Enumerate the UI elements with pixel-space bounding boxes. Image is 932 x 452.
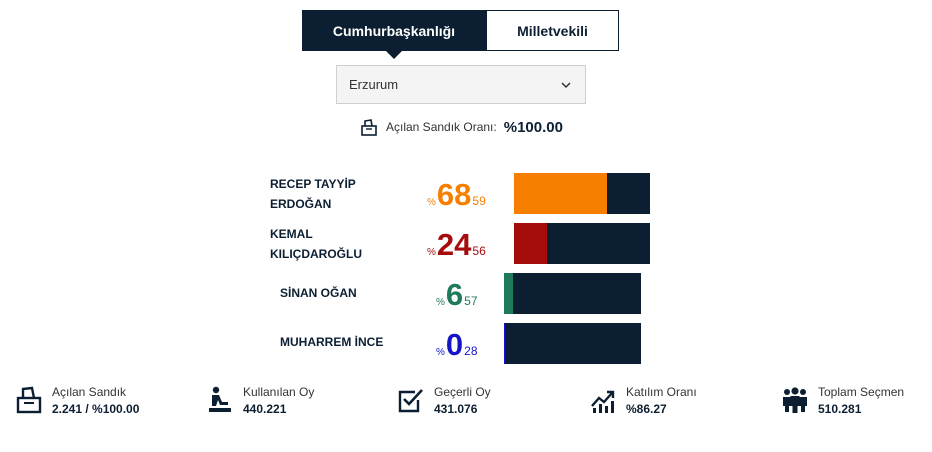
percent-symbol: % bbox=[427, 197, 436, 208]
percent-decimal: 28 bbox=[464, 344, 478, 358]
stat-katilim-orani: Katılım Oranı %86.27 bbox=[590, 384, 697, 418]
percent-symbol: % bbox=[436, 297, 445, 308]
stat-value: %86.27 bbox=[626, 402, 667, 416]
candidate-percentage: % 0 28 bbox=[436, 329, 478, 360]
percent-decimal: 56 bbox=[472, 244, 486, 258]
candidate-name: KEMAL KILIÇDAROĞLU bbox=[270, 227, 362, 261]
ballot-box-icon bbox=[16, 386, 42, 414]
candidate-name: SİNAN OĞAN bbox=[280, 286, 357, 300]
stat-label: Geçerli Oy bbox=[434, 385, 491, 399]
stat-kullanilan-oy: Kullanılan Oy 440.221 bbox=[207, 384, 314, 418]
chevron-down-icon bbox=[561, 81, 571, 88]
percent-integer: 24 bbox=[436, 227, 472, 262]
percent-symbol: % bbox=[427, 247, 436, 258]
stat-toplam-secmen: Toplam Seçmen 510.281 bbox=[782, 384, 904, 418]
stat-label: Kullanılan Oy bbox=[243, 385, 315, 399]
candidate-row: RECEP TAYYİP ERDOĞAN % 68 59 bbox=[270, 173, 650, 215]
percent-symbol: % bbox=[436, 347, 445, 358]
opened-ballot-ratio-value: %100.00 bbox=[503, 118, 563, 136]
election-type-tabs: Cumhurbaşkanlığı Milletvekili bbox=[302, 10, 619, 59]
tab-milletvekili[interactable]: Milletvekili bbox=[486, 10, 619, 51]
candidate-row: SİNAN OĞAN % 6 57 bbox=[280, 273, 641, 315]
chart-trend-icon bbox=[591, 390, 615, 413]
candidate-name: RECEP TAYYİP ERDOĞAN bbox=[270, 177, 356, 211]
stats-bar: Açılan Sandık 2.241 / %100.00 Kullanılan… bbox=[0, 384, 932, 434]
vote-share-bar bbox=[504, 273, 641, 314]
opened-ballot-ratio: Açılan Sandık Oranı: %100.00 bbox=[360, 118, 563, 136]
candidate-row: KEMAL KILIÇDAROĞLU % 24 56 bbox=[270, 223, 650, 265]
vote-share-fill bbox=[514, 223, 548, 264]
vote-share-fill bbox=[514, 173, 608, 214]
stat-value: 440.221 bbox=[243, 402, 287, 416]
vote-share-bar bbox=[504, 323, 641, 364]
tab-cumhurbaskanligi[interactable]: Cumhurbaşkanlığı bbox=[302, 10, 486, 59]
voting-person-icon bbox=[209, 386, 231, 412]
stat-label: Katılım Oranı bbox=[626, 385, 697, 399]
candidate-percentage: % 6 57 bbox=[436, 279, 478, 310]
stat-label: Toplam Seçmen bbox=[818, 385, 905, 399]
stat-label: Açılan Sandık bbox=[52, 385, 127, 399]
vote-share-bar bbox=[514, 223, 650, 264]
vote-share-fill bbox=[504, 323, 506, 364]
stat-acilan-sandik: Açılan Sandık 2.241 / %100.00 bbox=[16, 384, 139, 418]
candidate-percentage: % 68 59 bbox=[427, 179, 486, 210]
stat-value: 431.076 bbox=[434, 402, 478, 416]
candidate-name: MUHARREM İNCE bbox=[280, 335, 384, 349]
stat-value: 2.241 / %100.00 bbox=[52, 402, 140, 416]
candidate-row: MUHARREM İNCE % 0 28 bbox=[280, 323, 641, 365]
percent-integer: 6 bbox=[445, 277, 464, 312]
stat-value: 510.281 bbox=[818, 402, 862, 416]
people-group-icon bbox=[783, 387, 807, 413]
stat-gecerli-oy: Geçerli Oy 431.076 bbox=[398, 384, 491, 418]
percent-decimal: 59 bbox=[472, 194, 486, 208]
vote-share-fill bbox=[504, 273, 513, 314]
percent-integer: 68 bbox=[436, 177, 472, 212]
percent-integer: 0 bbox=[445, 327, 464, 362]
opened-ballot-ratio-label: Açılan Sandık Oranı: bbox=[386, 120, 497, 134]
province-select[interactable]: Erzurum bbox=[336, 65, 586, 104]
vote-share-bar bbox=[514, 173, 650, 214]
province-select-value: Erzurum bbox=[349, 77, 399, 92]
ballot-box-icon bbox=[361, 119, 377, 136]
percent-decimal: 57 bbox=[464, 294, 478, 308]
checkbox-icon bbox=[398, 389, 423, 413]
candidate-percentage: % 24 56 bbox=[427, 229, 486, 260]
